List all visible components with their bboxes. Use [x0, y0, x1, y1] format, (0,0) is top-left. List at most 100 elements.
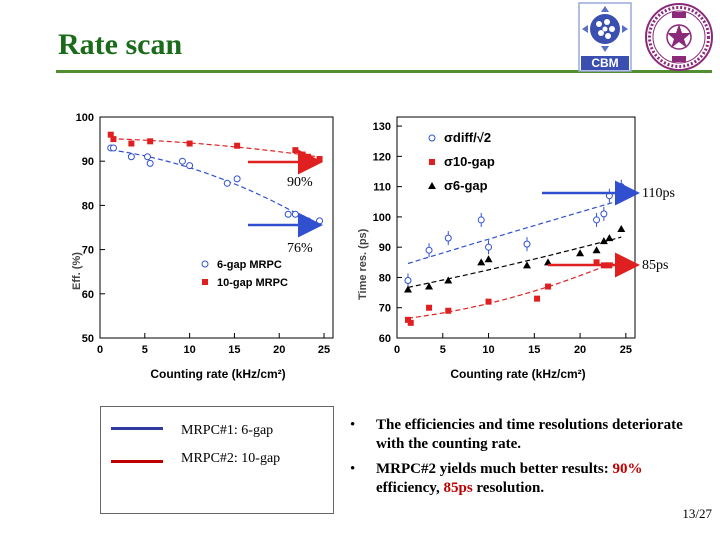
legend-label: σ10-gap [444, 154, 495, 169]
legend-label-10gap: MRPC#2: 10-gap [181, 451, 281, 466]
legend-marker [201, 260, 209, 268]
data-point [404, 276, 412, 284]
bullet-2: • MRPC#2 yields much better results: 90%… [350, 460, 690, 498]
legend-marker [429, 159, 435, 165]
efficiency-axis-ticks: 0 5 10 15 20 25 50 60 70 80 90 100 [76, 112, 331, 356]
y-tick-label: 100 [76, 112, 94, 124]
data-point [128, 140, 135, 147]
fit-curve [407, 199, 622, 265]
bullet-2-post: resolution. [476, 480, 545, 496]
fit-curve [407, 258, 622, 319]
data-point [444, 234, 452, 242]
data-point [522, 261, 531, 269]
bullet-1-text: The efficiencies and time resolutions de… [376, 417, 683, 452]
data-point [617, 183, 625, 191]
data-point [425, 282, 434, 290]
data-point [299, 151, 306, 158]
y-tick-label: 70 [82, 245, 94, 257]
legend-line-6gap [111, 427, 163, 430]
legend-line-10gap [111, 460, 163, 463]
data-point [425, 246, 433, 254]
data-point [284, 210, 292, 218]
data-point [407, 319, 414, 326]
y-tick-label: 100 [373, 212, 391, 224]
efficiency-legend: 6-gap MRPC 10-gap MRPC [201, 259, 288, 289]
y-tick-label: 80 [379, 272, 391, 284]
data-point [484, 255, 493, 263]
legend-marker [202, 279, 208, 285]
data-point [426, 304, 433, 311]
cbm-logo-text: CBM [591, 56, 618, 70]
data-point [223, 179, 231, 187]
resolution-legend: σdiff/√2 σ10-gap σ6-gap [428, 130, 495, 193]
detector-legend: MRPC#1: 6-gap MRPC#2: 10-gap [100, 406, 334, 514]
y-tick-label: 60 [82, 289, 94, 301]
eff-lower-label: 76% [287, 241, 313, 256]
slide-title: Rate scan [58, 28, 183, 61]
legend-label: 6-gap MRPC [217, 259, 282, 271]
legend-label: σ6-gap [444, 178, 488, 193]
data-point [146, 159, 154, 167]
data-point [485, 298, 492, 305]
data-point [599, 237, 608, 245]
data-point [477, 258, 486, 266]
efficiency-y-axis-label: Eff. (%) [71, 252, 83, 290]
data-point [593, 216, 601, 224]
data-point [477, 216, 485, 224]
data-point [304, 153, 311, 160]
legend-label: 10-gap MRPC [217, 277, 288, 289]
x-tick-label: 10 [183, 344, 195, 356]
data-point [178, 157, 186, 165]
resolution-data-points [403, 179, 626, 326]
data-point [234, 142, 241, 149]
resolution-fit-curves [407, 199, 622, 319]
cbm-logo: CBM [578, 2, 632, 72]
efficiency-plot-frame [99, 116, 334, 339]
data-point [523, 240, 531, 248]
data-point [127, 153, 135, 161]
data-point [186, 162, 194, 170]
res-lower-label: 85ps [642, 258, 669, 273]
data-point [485, 243, 493, 251]
bullet-1: • The efficiencies and time resolutions … [350, 416, 690, 454]
page-number: 13/27 [682, 506, 712, 521]
y-tick-label: 80 [82, 200, 94, 212]
x-tick-label: 15 [528, 344, 540, 356]
data-point [143, 153, 151, 161]
x-tick-label: 10 [482, 344, 494, 356]
data-point [593, 259, 600, 266]
bullet-dot: • [350, 461, 356, 477]
resolution-plot-frame [396, 116, 636, 339]
resolution-axis-ticks: 0 5 10 15 20 25 60 70 80 90 100 110 120 130 [373, 121, 632, 356]
data-point [147, 138, 154, 145]
y-tick-label: 50 [82, 333, 94, 345]
bullet-2-res: 85ps [443, 480, 473, 496]
data-point [445, 307, 452, 314]
legend-marker [428, 134, 436, 142]
data-point [186, 140, 193, 147]
resolution-y-axis-label: Time res. (ps) [357, 228, 369, 300]
title-underline [56, 70, 712, 73]
data-point [316, 217, 324, 225]
x-tick-label: 0 [97, 344, 103, 356]
y-tick-label: 90 [82, 156, 94, 168]
data-point [534, 295, 541, 302]
x-tick-label: 25 [620, 344, 632, 356]
data-point [292, 147, 299, 154]
y-tick-label: 60 [379, 333, 391, 345]
y-tick-label: 120 [373, 151, 391, 163]
data-point [403, 285, 412, 293]
data-point [291, 210, 299, 218]
data-point [444, 276, 453, 284]
x-tick-label: 15 [228, 344, 240, 356]
resolution-x-axis-label: Counting rate (kHz/cm²) [450, 367, 585, 381]
data-point [304, 217, 312, 225]
legend-label-6gap: MRPC#1: 6-gap [181, 423, 274, 438]
legend-label: σdiff/√2 [444, 130, 491, 145]
data-point [404, 316, 411, 323]
x-tick-label: 20 [273, 344, 285, 356]
data-point [109, 144, 117, 152]
legend-marker [428, 182, 436, 189]
x-tick-label: 25 [318, 344, 330, 356]
